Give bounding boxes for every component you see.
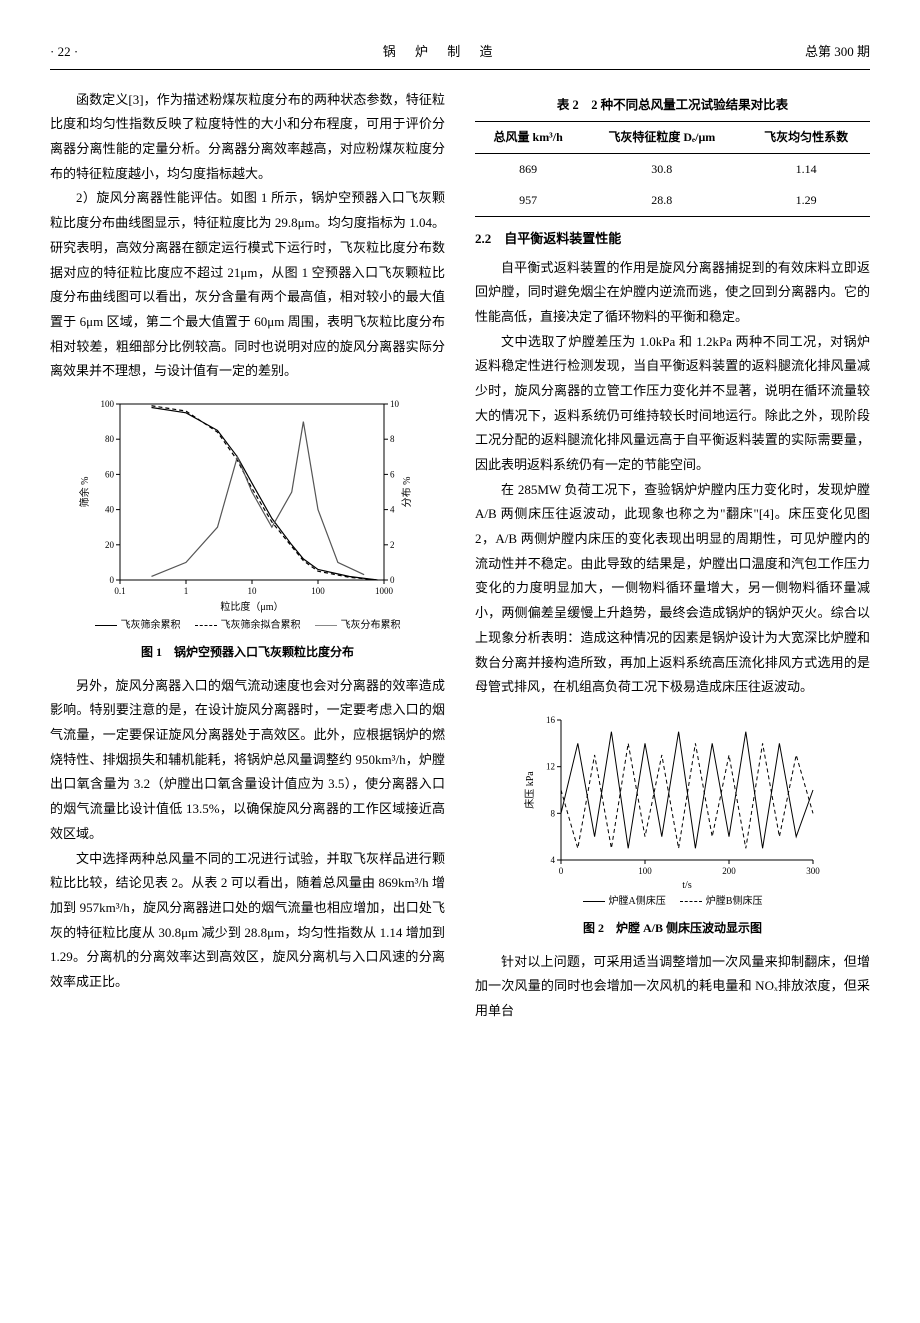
svg-text:床压 kPa: 床压 kPa: [523, 771, 536, 809]
para: 2）旋风分离器性能评估。如图 1 所示，锅炉空预器入口飞灰颗粒比度分布曲线图显示…: [50, 186, 445, 384]
svg-text:200: 200: [722, 866, 736, 876]
svg-text:t/s: t/s: [682, 880, 692, 890]
svg-text:0: 0: [390, 575, 395, 585]
svg-text:40: 40: [105, 505, 115, 515]
svg-text:4: 4: [550, 855, 555, 865]
svg-text:60: 60: [105, 469, 115, 479]
fig2-caption: 图 2 炉膛 A/B 侧床压波动显示图: [475, 917, 870, 940]
svg-text:100: 100: [638, 866, 652, 876]
table-header: 总风量 km³/h: [475, 122, 581, 154]
table-header: 飞灰特征粒度 Dₑ/μm: [581, 122, 742, 154]
svg-text:10: 10: [390, 399, 400, 409]
fig2-chart: 0 100 200 300 4 8 12 16 t/s 床压 kPa: [523, 710, 823, 890]
left-column: 函数定义[3]，作为描述粉煤灰粒度分布的两种状态参数，特征粒比度和均匀性指数反映…: [50, 88, 445, 1024]
svg-text:6: 6: [390, 469, 395, 479]
para: 文中选取了炉膛差压为 1.0kPa 和 1.2kPa 两种不同工况，对锅炉返料稳…: [475, 330, 870, 478]
svg-text:16: 16: [546, 715, 556, 725]
svg-text:1000: 1000: [375, 586, 394, 596]
svg-text:12: 12: [546, 762, 555, 772]
para: 在 285MW 负荷工况下，查验锅炉炉膛内压力变化时，发现炉膛 A/B 两侧床压…: [475, 478, 870, 700]
table2-caption: 表 2 2 种不同总风量工况试验结果对比表: [475, 94, 870, 118]
svg-text:0: 0: [558, 866, 563, 876]
svg-text:0.1: 0.1: [114, 586, 125, 596]
page-header: · 22 · 锅 炉 制 造 总第 300 期: [50, 40, 870, 70]
page-number: · 22 ·: [50, 40, 78, 65]
section-2-2-title: 2.2 自平衡返料装置性能: [475, 227, 870, 252]
para: 文中选择两种总风量不同的工况进行试验，并取飞灰样品进行颗粒比比较，结论见表 2。…: [50, 847, 445, 995]
svg-text:分布 %: 分布 %: [401, 477, 413, 508]
svg-text:8: 8: [390, 434, 395, 444]
svg-text:100: 100: [311, 586, 325, 596]
svg-text:筛余 %: 筛余 %: [78, 477, 91, 508]
journal-title: 锅 炉 制 造: [383, 40, 501, 65]
figure-1: 0.111010010000204060801000246810粒比度（μm）筛…: [50, 394, 445, 635]
content-columns: 函数定义[3]，作为描述粉煤灰粒度分布的两种状态参数，特征粒比度和均匀性指数反映…: [50, 88, 870, 1024]
fig1-chart: 0.111010010000204060801000246810粒比度（μm）筛…: [78, 394, 418, 614]
para: 函数定义[3]，作为描述粉煤灰粒度分布的两种状态参数，特征粒比度和均匀性指数反映…: [50, 88, 445, 187]
svg-text:1: 1: [183, 586, 188, 596]
para: 自平衡式返料装置的作用是旋风分离器捕捉到的有效床料立即返回炉膛，同时避免烟尘在炉…: [475, 256, 870, 330]
svg-text:粒比度（μm）: 粒比度（μm）: [220, 600, 283, 613]
para: 针对以上问题，可采用适当调整增加一次风量来抑制翻床，但增加一次风量的同时也会增加…: [475, 950, 870, 1024]
fig2-legend: 炉膛A侧床压 炉膛B侧床压: [475, 892, 870, 911]
table-2: 总风量 km³/h飞灰特征粒度 Dₑ/μm飞灰均匀性系数 86930.81.14…: [475, 121, 870, 216]
svg-text:80: 80: [105, 434, 115, 444]
figure-2: 0 100 200 300 4 8 12 16 t/s 床压 kPa 炉膛A侧床压 炉膛B侧床压: [475, 710, 870, 911]
table-row: 95728.81.29: [475, 185, 870, 216]
svg-text:0: 0: [109, 575, 114, 585]
svg-text:2: 2: [390, 540, 395, 550]
svg-text:20: 20: [105, 540, 115, 550]
svg-text:300: 300: [806, 866, 820, 876]
fig1-legend: 飞灰筛余累积 飞灰筛余拟合累积 飞灰分布累积: [50, 616, 445, 635]
issue-number: 总第 300 期: [805, 40, 870, 65]
svg-text:8: 8: [550, 808, 555, 818]
para: 另外，旋风分离器入口的烟气流动速度也会对分离器的效率造成影响。特别要注意的是，在…: [50, 674, 445, 847]
svg-text:10: 10: [247, 586, 257, 596]
table-header: 飞灰均匀性系数: [742, 122, 870, 154]
svg-text:4: 4: [390, 505, 395, 515]
svg-text:100: 100: [100, 399, 114, 409]
fig1-caption: 图 1 锅炉空预器入口飞灰颗粒比度分布: [50, 641, 445, 664]
right-column: 表 2 2 种不同总风量工况试验结果对比表 总风量 km³/h飞灰特征粒度 Dₑ…: [475, 88, 870, 1024]
table-row: 86930.81.14: [475, 154, 870, 185]
